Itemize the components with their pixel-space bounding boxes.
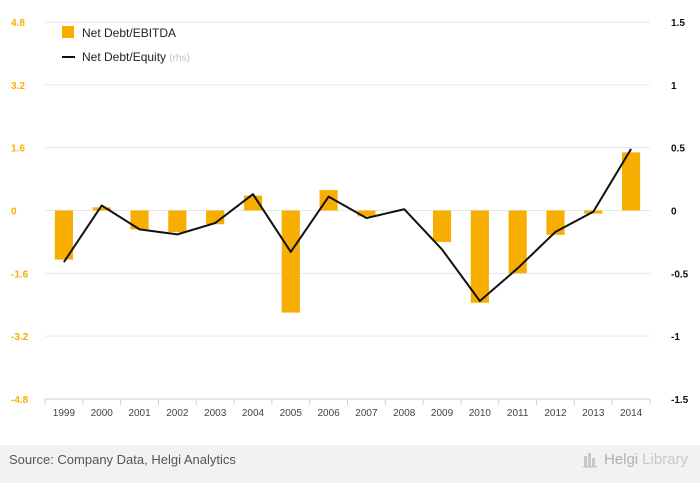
left-tick-label: -3.2 <box>11 332 29 343</box>
legend-label-equity: Net Debt/Equity (rhs) <box>82 50 190 64</box>
bar-2010 <box>470 210 489 303</box>
x-tick-label: 2005 <box>280 408 303 419</box>
left-tick-label: 4.8 <box>11 18 25 29</box>
footer: Source: Company Data, Helgi Analytics He… <box>0 445 700 483</box>
helgi-library-icon <box>582 453 597 468</box>
x-tick-label: 2001 <box>128 408 151 419</box>
legend-label-rhs: (rhs) <box>169 53 190 64</box>
left-tick-label: 0 <box>11 207 17 218</box>
x-tick-label: 2002 <box>166 408 189 419</box>
left-tick-label: -4.8 <box>11 395 29 406</box>
source-note: Source: Company Data, Helgi Analytics <box>9 452 236 467</box>
left-tick-label: 1.6 <box>11 144 25 155</box>
brand-logo: Helgi Library <box>582 450 688 468</box>
x-tick-label: 2008 <box>393 408 416 419</box>
legend-swatch-ebitda <box>62 26 74 38</box>
x-tick-label: 2003 <box>204 408 227 419</box>
brand-name: Helgi <box>603 450 639 468</box>
bar-2002 <box>168 210 187 233</box>
right-tick-label: 0 <box>671 207 677 218</box>
x-tick-label: 2013 <box>582 408 605 419</box>
x-tick-label: 2014 <box>620 408 643 419</box>
series-line-net-debt-equity <box>63 148 632 302</box>
x-tick-label: 2009 <box>431 408 454 419</box>
bar-2007 <box>357 210 376 217</box>
right-tick-label: 0.5 <box>671 144 685 155</box>
x-tick-label: 2012 <box>544 408 567 419</box>
right-tick-label: 1.5 <box>671 18 685 29</box>
bar-2011 <box>508 210 527 274</box>
brand-name-suffix: Library <box>642 450 688 468</box>
x-tick-label: 2000 <box>91 408 114 419</box>
right-tick-label: -1.5 <box>671 395 689 406</box>
right-tick-label: 1 <box>671 81 677 92</box>
right-tick-label: -0.5 <box>671 269 689 280</box>
x-tick-label: 2007 <box>355 408 378 419</box>
bar-2014 <box>622 152 641 211</box>
right-tick-label: -1 <box>671 332 680 343</box>
chart: 4.8 3.2 1.6 0 -1.6 -3.2 -4.8 1.5 1 0.5 0 -0.5 -1 -1.5… <box>11 18 689 419</box>
bar-2000 <box>92 207 111 211</box>
x-tick-label: 2010 <box>469 408 492 419</box>
bar-2006 <box>319 190 338 211</box>
x-tick-label: 1999 <box>53 408 76 419</box>
x-tick-label: 2004 <box>242 408 265 419</box>
bar-2009 <box>432 210 452 242</box>
bar-2001 <box>130 210 149 230</box>
bar-2005 <box>281 210 300 313</box>
left-tick-label: -1.6 <box>11 269 29 280</box>
x-tick-label: 2006 <box>317 408 340 419</box>
x-tick-label: 2011 <box>507 408 529 419</box>
legend-label-ebitda: Net Debt/EBITDA <box>82 26 176 40</box>
bar-1999 <box>54 210 73 260</box>
left-tick-label: 3.2 <box>11 81 25 92</box>
